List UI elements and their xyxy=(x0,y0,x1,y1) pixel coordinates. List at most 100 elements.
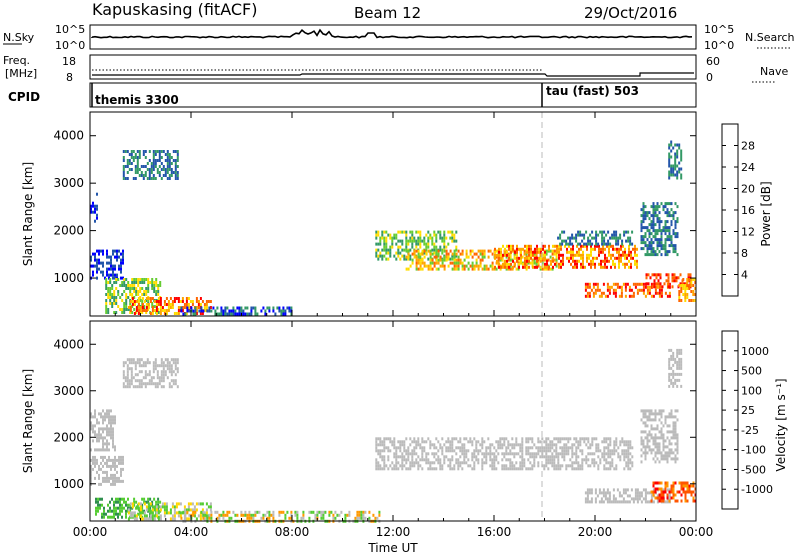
velocity-cell xyxy=(160,364,163,368)
velocity-cell xyxy=(563,458,566,462)
power-cell xyxy=(498,256,500,260)
velocity-cell xyxy=(379,440,382,444)
velocity-cell xyxy=(393,455,396,459)
power-cell xyxy=(126,171,129,174)
velocity-cell xyxy=(92,461,94,465)
velocity-cell xyxy=(674,493,677,497)
power-cell xyxy=(692,293,695,296)
power-cell xyxy=(381,233,384,237)
power-cell xyxy=(659,285,662,289)
velocity-cell xyxy=(664,415,667,419)
velocity-cell xyxy=(90,448,92,452)
power-cell xyxy=(620,244,622,248)
velocity-cell xyxy=(191,502,194,506)
power-cell xyxy=(387,233,390,237)
power-cell xyxy=(433,245,436,249)
velocity-cell xyxy=(407,458,410,462)
velocity-cell xyxy=(188,513,191,517)
velocity-cell xyxy=(377,467,380,471)
power-cell xyxy=(131,300,134,303)
velocity-cell xyxy=(195,508,198,512)
velocity-cell xyxy=(332,516,335,520)
power-cell xyxy=(143,278,146,281)
velocity-cell xyxy=(157,503,160,507)
velocity-cell xyxy=(164,358,167,362)
power-cell xyxy=(664,244,667,248)
velocity-cell xyxy=(146,382,149,386)
power-cell xyxy=(226,306,229,310)
velocity-cell xyxy=(648,448,651,452)
velocity-cell xyxy=(533,464,536,468)
velocity-cell xyxy=(650,412,653,416)
power-cell xyxy=(131,303,134,306)
power-cell xyxy=(147,290,150,293)
power-cell xyxy=(606,288,609,292)
velocity-cell xyxy=(252,513,255,517)
power-ylabel: Slant Range [km] xyxy=(21,162,35,266)
power-region xyxy=(180,306,293,316)
velocity-colorbar-tick: -1000 xyxy=(741,483,773,496)
velocity-cell xyxy=(264,513,267,517)
power-cell xyxy=(664,205,667,209)
velocity-cell xyxy=(602,500,605,504)
power-cell xyxy=(570,262,572,266)
power-ytick-label: 2000 xyxy=(53,224,84,238)
velocity-cell xyxy=(120,461,122,465)
velocity-cell xyxy=(678,357,681,361)
velocity-cell xyxy=(164,370,167,374)
power-cell xyxy=(676,253,679,257)
velocity-cell xyxy=(141,511,144,515)
power-cell xyxy=(653,279,656,283)
power-cell xyxy=(630,294,633,298)
power-cell xyxy=(94,207,96,211)
power-cell xyxy=(224,312,227,316)
power-cell xyxy=(397,251,400,255)
velocity-cell xyxy=(114,448,116,452)
power-cell xyxy=(598,288,601,292)
velocity-cell xyxy=(597,467,600,471)
velocity-cell xyxy=(210,513,213,517)
power-cell xyxy=(142,153,145,156)
velocity-cell xyxy=(471,458,474,462)
power-cell xyxy=(290,312,293,316)
power-cell xyxy=(554,262,556,266)
velocity-cell xyxy=(481,452,484,456)
velocity-cell xyxy=(185,517,188,521)
velocity-cell xyxy=(672,372,675,376)
power-cell xyxy=(636,262,638,266)
power-cell xyxy=(437,249,440,253)
velocity-cell xyxy=(625,452,628,456)
velocity-cell xyxy=(246,513,249,517)
power-cell xyxy=(107,308,110,311)
velocity-cell xyxy=(680,360,683,364)
power-cell xyxy=(646,238,649,242)
velocity-cell xyxy=(648,415,651,419)
velocity-cell xyxy=(642,497,645,501)
velocity-cell xyxy=(401,452,404,456)
velocity-cell xyxy=(497,461,500,465)
velocity-cell xyxy=(205,508,208,512)
velocity-cell xyxy=(156,385,159,389)
power-cell xyxy=(176,153,179,156)
velocity-cell xyxy=(159,514,162,518)
velocity-cell xyxy=(112,445,114,449)
power-cell xyxy=(674,164,677,168)
velocity-cell xyxy=(640,430,643,434)
power-cell xyxy=(184,312,187,316)
power-cell xyxy=(465,249,468,253)
power-cell xyxy=(117,293,120,296)
power-cell xyxy=(679,282,682,286)
power-cell xyxy=(385,239,388,243)
power-cell xyxy=(508,253,510,257)
velocity-cell xyxy=(625,464,628,468)
velocity-cell xyxy=(405,461,408,465)
velocity-cell xyxy=(573,452,576,456)
power-cell xyxy=(443,264,446,268)
velocity-cell xyxy=(483,455,486,459)
power-cell xyxy=(205,306,208,309)
velocity-cell xyxy=(680,493,683,497)
velocity-cell xyxy=(602,494,605,498)
power-cell xyxy=(672,229,675,233)
velocity-cell xyxy=(513,443,516,447)
velocity-cell xyxy=(156,370,159,374)
